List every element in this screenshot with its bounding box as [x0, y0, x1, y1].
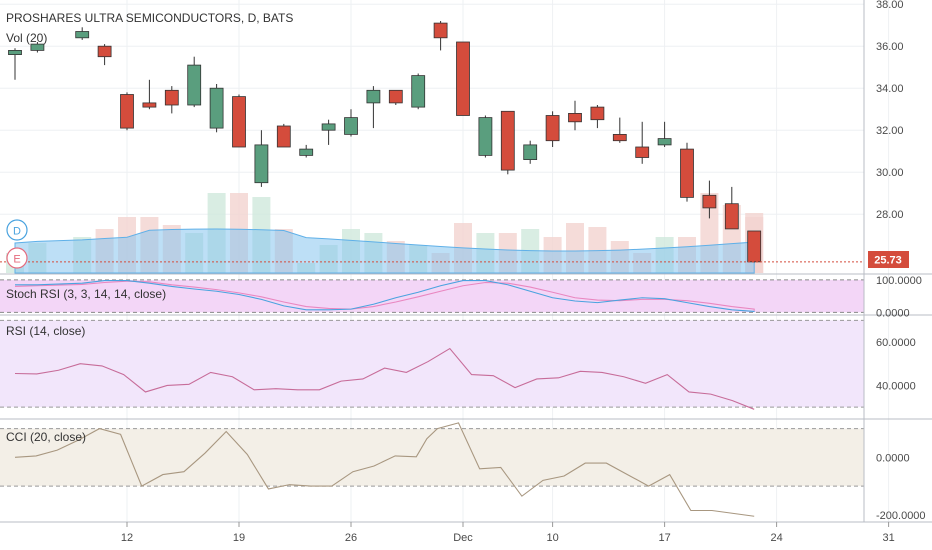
chart-title: PROSHARES ULTRA SEMICONDUCTORS, D, BATS	[6, 11, 293, 25]
candle-body	[299, 148, 314, 156]
price-tick-label: 30.00	[876, 167, 904, 179]
candle-body	[590, 106, 605, 121]
cci-line	[14, 422, 755, 517]
candle-body	[187, 64, 202, 106]
price-tick-label: 38.00	[876, 0, 904, 11]
cci-band-bg	[0, 428, 864, 487]
x-tick-label: Dec	[453, 532, 473, 544]
candle-body	[276, 125, 291, 148]
last-price-badge	[868, 251, 909, 268]
candle-body	[8, 50, 22, 56]
stoch-k-line	[15, 279, 755, 312]
stoch-rsi-label: Stoch RSI (3, 3, 14, 14, close)	[6, 287, 166, 301]
stoch-band-bg	[0, 279, 864, 313]
candle-body	[388, 89, 403, 104]
cci-panel	[0, 422, 864, 517]
candle-body	[456, 41, 470, 116]
stoch-rsi-panel	[0, 279, 864, 313]
candle-body	[366, 89, 381, 104]
candle-body	[164, 89, 179, 106]
candle-body	[30, 43, 45, 51]
volume-label: Vol (20)	[6, 31, 47, 45]
cci-tick-label: 0.0000	[876, 452, 910, 464]
candle-body	[545, 115, 560, 142]
candle-body	[321, 123, 336, 131]
candle-body	[120, 94, 134, 129]
marker-e[interactable]: E	[6, 247, 28, 269]
candle-body	[142, 102, 157, 108]
candle-body	[657, 138, 672, 146]
candle-body	[635, 146, 650, 158]
candle-body	[75, 31, 90, 39]
rsi-band-bg	[0, 320, 864, 408]
x-tick-label: 10	[546, 532, 558, 544]
x-tick-label: 19	[233, 532, 245, 544]
marker-d-label: D	[13, 226, 21, 238]
price-tick-label: 34.00	[876, 83, 904, 95]
price-panel	[0, 21, 864, 274]
x-tick-label: 17	[658, 532, 670, 544]
candle-body	[747, 230, 762, 263]
x-axis: 12 19 26 Dec 10 17 24 31	[121, 522, 895, 544]
marker-e-label: E	[13, 254, 20, 266]
x-tick-label: 26	[345, 532, 357, 544]
rsi-tick-label: 60.0000	[876, 337, 916, 349]
candle-body	[344, 117, 358, 135]
y-axis: 38.00 36.00 34.00 32.00 30.00 28.00 100.0000 0.…	[876, 0, 926, 522]
rsi-panel	[0, 319, 864, 410]
x-tick-label: 31	[882, 532, 894, 544]
rsi-line	[14, 347, 755, 410]
rsi-tick-label: 40.0000	[876, 380, 916, 392]
stoch-tick-label: 0.0000	[876, 307, 910, 319]
price-tick-label: 32.00	[876, 125, 904, 137]
price-tick-label: 28.00	[876, 209, 904, 221]
stoch-d-line	[14, 280, 755, 311]
candle-body	[724, 203, 739, 230]
candles	[8, 21, 762, 263]
cci-tick-label: -200.0000	[876, 510, 926, 522]
candle-body	[523, 144, 538, 160]
candle-body	[612, 133, 627, 142]
stoch-tick-label: 100.0000	[876, 275, 922, 287]
candle-body	[500, 110, 515, 171]
last-price-label: 25.73	[874, 255, 902, 267]
cci-label: CCI (20, close)	[6, 430, 86, 444]
x-tick-label: 24	[770, 532, 782, 544]
x-tick-label: 12	[121, 532, 133, 544]
price-tick-label: 36.00	[876, 41, 904, 53]
rsi-label: RSI (14, close)	[6, 324, 85, 338]
candle-body	[433, 22, 448, 39]
candle-body	[478, 117, 493, 156]
candle-body	[232, 96, 246, 148]
candle-body	[254, 144, 269, 184]
candle-body	[568, 113, 582, 123]
candle-body	[209, 87, 224, 129]
candle-body	[702, 194, 717, 209]
candle-body	[411, 75, 426, 108]
candle-body	[97, 45, 112, 58]
marker-d[interactable]: D	[6, 219, 28, 241]
candle-body	[680, 148, 694, 198]
